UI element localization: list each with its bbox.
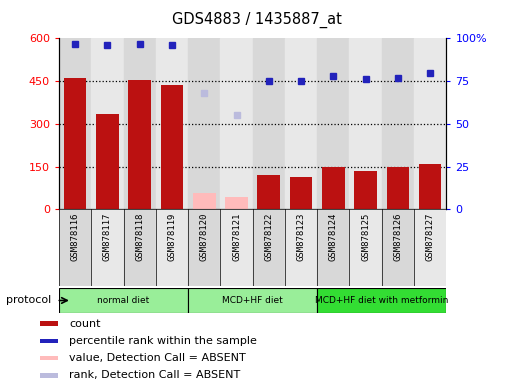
Bar bbox=[124, 38, 156, 209]
Text: normal diet: normal diet bbox=[97, 296, 150, 305]
Text: GSM878120: GSM878120 bbox=[200, 213, 209, 262]
Text: GSM878126: GSM878126 bbox=[393, 213, 402, 262]
Bar bbox=[387, 167, 409, 209]
Text: GSM878119: GSM878119 bbox=[167, 213, 176, 262]
Bar bbox=[91, 38, 124, 209]
Bar bbox=[193, 193, 215, 209]
Bar bbox=[91, 209, 124, 286]
Bar bbox=[156, 38, 188, 209]
Bar bbox=[221, 38, 252, 209]
Bar bbox=[156, 209, 188, 286]
Bar bbox=[40, 321, 58, 326]
Bar bbox=[419, 164, 442, 209]
Bar bbox=[349, 38, 382, 209]
Text: GSM878127: GSM878127 bbox=[426, 213, 435, 262]
Bar bbox=[40, 373, 58, 377]
Bar bbox=[285, 209, 317, 286]
Bar bbox=[382, 38, 414, 209]
Bar bbox=[414, 38, 446, 209]
Bar bbox=[414, 209, 446, 286]
Bar bbox=[322, 167, 345, 209]
Text: GSM878121: GSM878121 bbox=[232, 213, 241, 262]
Text: percentile rank within the sample: percentile rank within the sample bbox=[69, 336, 257, 346]
Bar bbox=[188, 288, 317, 313]
Text: rank, Detection Call = ABSENT: rank, Detection Call = ABSENT bbox=[69, 370, 241, 381]
Text: GSM878123: GSM878123 bbox=[297, 213, 306, 262]
Bar bbox=[40, 339, 58, 343]
Bar bbox=[317, 288, 446, 313]
Text: GSM878116: GSM878116 bbox=[71, 213, 80, 262]
Bar bbox=[128, 80, 151, 209]
Bar bbox=[285, 38, 317, 209]
Bar bbox=[40, 356, 58, 360]
Bar bbox=[59, 288, 188, 313]
Text: count: count bbox=[69, 318, 101, 329]
Bar bbox=[188, 38, 221, 209]
Bar bbox=[382, 209, 414, 286]
Bar bbox=[188, 209, 221, 286]
Bar bbox=[64, 78, 86, 209]
Text: MCD+HF diet: MCD+HF diet bbox=[222, 296, 283, 305]
Bar bbox=[252, 209, 285, 286]
Text: GSM878125: GSM878125 bbox=[361, 213, 370, 262]
Bar bbox=[221, 209, 252, 286]
Bar bbox=[354, 171, 377, 209]
Bar bbox=[349, 209, 382, 286]
Text: value, Detection Call = ABSENT: value, Detection Call = ABSENT bbox=[69, 353, 246, 363]
Text: GDS4883 / 1435887_at: GDS4883 / 1435887_at bbox=[171, 12, 342, 28]
Bar bbox=[59, 209, 91, 286]
Text: MCD+HF diet with metformin: MCD+HF diet with metformin bbox=[315, 296, 448, 305]
Text: GSM878118: GSM878118 bbox=[135, 213, 144, 262]
Text: GSM878124: GSM878124 bbox=[329, 213, 338, 262]
Bar bbox=[225, 197, 248, 209]
Text: GSM878117: GSM878117 bbox=[103, 213, 112, 262]
Bar bbox=[161, 85, 183, 209]
Bar bbox=[317, 209, 349, 286]
Text: protocol: protocol bbox=[6, 295, 51, 306]
Bar bbox=[124, 209, 156, 286]
Text: GSM878122: GSM878122 bbox=[264, 213, 273, 262]
Bar bbox=[96, 114, 119, 209]
Bar bbox=[252, 38, 285, 209]
Bar bbox=[317, 38, 349, 209]
Bar bbox=[290, 177, 312, 209]
Bar bbox=[59, 38, 91, 209]
Bar bbox=[258, 175, 280, 209]
